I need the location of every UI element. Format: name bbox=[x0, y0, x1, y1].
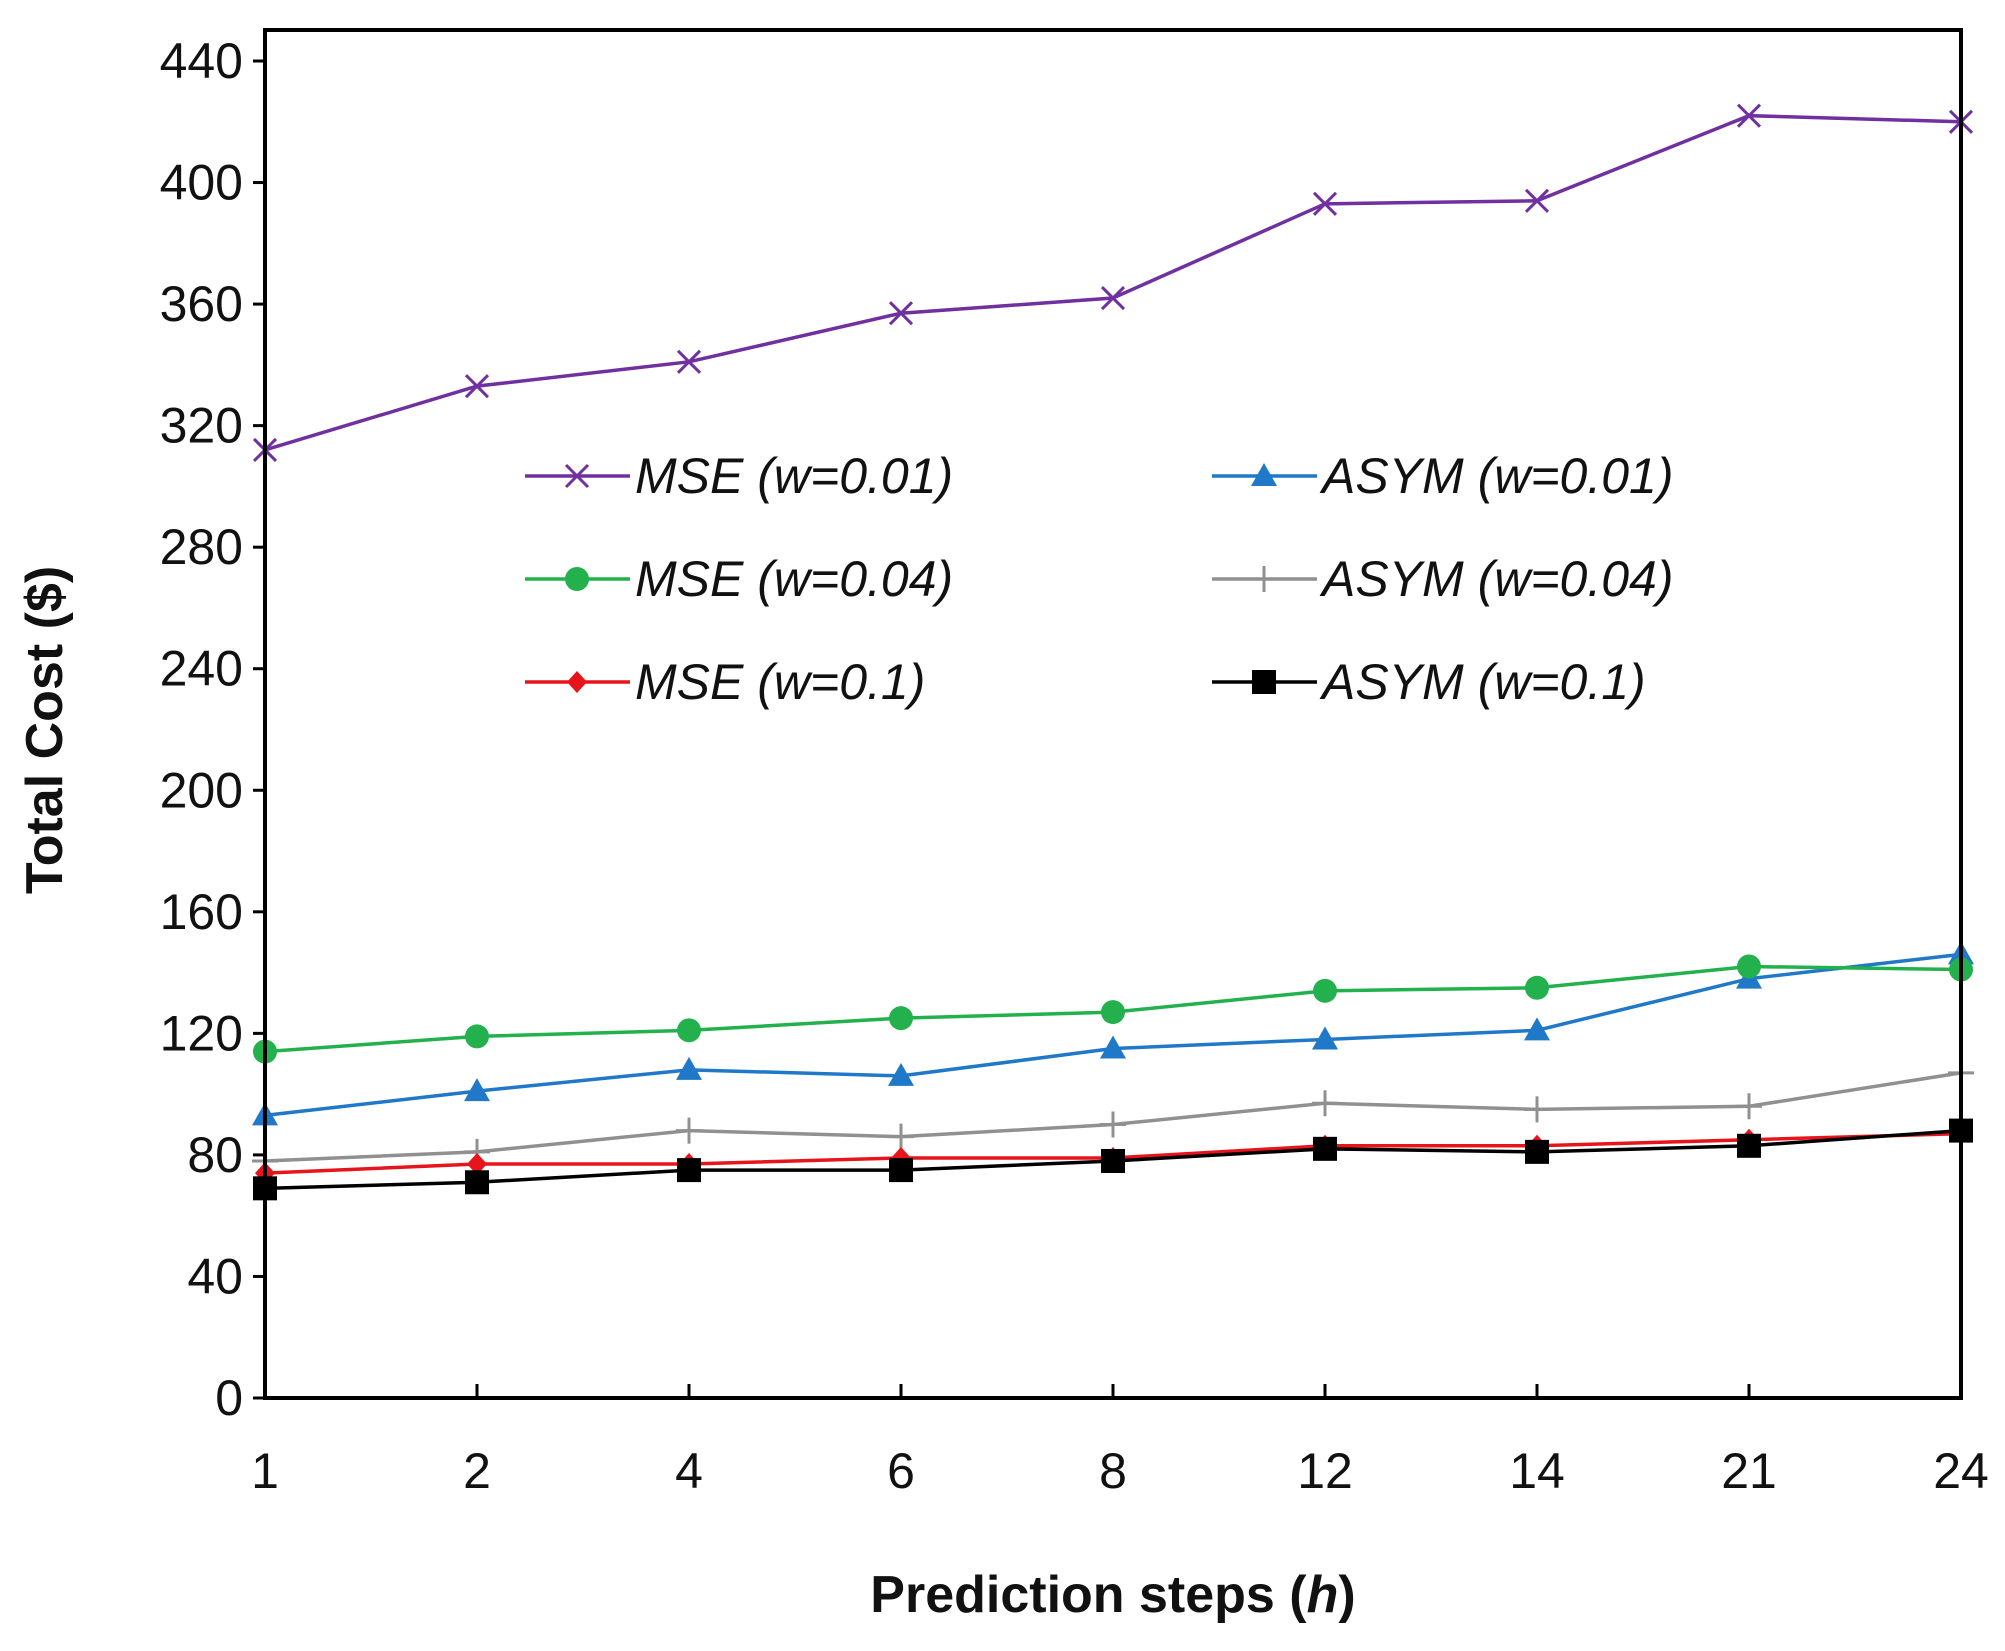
marker-diamond bbox=[467, 1153, 487, 1176]
y-tick-label: 320 bbox=[160, 398, 243, 454]
series-mse-w-0-04- bbox=[253, 954, 1973, 1064]
legend-label: ASYM (w=0.04) bbox=[1319, 551, 1674, 607]
marker-x bbox=[1736, 103, 1762, 128]
legend-label: ASYM (w=0.01) bbox=[1319, 448, 1674, 504]
legend-item: ASYM (w=0.01) bbox=[1212, 448, 1674, 504]
x-tick-label: 4 bbox=[675, 1443, 703, 1499]
y-tick-label: 280 bbox=[160, 519, 243, 575]
marker-square bbox=[1252, 670, 1276, 694]
marker-triangle bbox=[1524, 1017, 1550, 1041]
marker-circle bbox=[1737, 954, 1761, 979]
marker-plus bbox=[888, 1123, 914, 1150]
legend-item: MSE (w=0.04) bbox=[525, 551, 953, 607]
marker-circle bbox=[1525, 975, 1549, 1000]
x-tick-label: 24 bbox=[1933, 1443, 1989, 1499]
marker-x bbox=[1312, 191, 1338, 216]
y-axis-label: Total Cost ($) bbox=[16, 566, 74, 894]
marker-circle bbox=[465, 1024, 489, 1049]
y-tick-label: 240 bbox=[160, 641, 243, 697]
marker-triangle bbox=[888, 1062, 914, 1086]
marker-x bbox=[888, 301, 914, 326]
y-tick-label: 80 bbox=[187, 1127, 243, 1183]
y-tick-label: 40 bbox=[187, 1248, 243, 1304]
x-tick-label: 21 bbox=[1721, 1443, 1777, 1499]
marker-x bbox=[1524, 188, 1550, 213]
marker-triangle bbox=[676, 1056, 702, 1080]
series-line bbox=[264, 113, 1962, 452]
legend-label: ASYM (w=0.1) bbox=[1319, 654, 1646, 710]
legend-label: MSE (w=0.1) bbox=[635, 654, 925, 710]
series-asym-w-0-01- bbox=[252, 941, 1974, 1126]
y-tick-label: 400 bbox=[160, 155, 243, 211]
marker-plus bbox=[1251, 566, 1277, 592]
y-tick-label: 120 bbox=[160, 1005, 243, 1061]
marker-square bbox=[1737, 1133, 1761, 1158]
marker-plus bbox=[676, 1117, 702, 1144]
marker-square bbox=[677, 1158, 701, 1183]
marker-x bbox=[1100, 285, 1126, 311]
marker-x bbox=[464, 374, 490, 399]
marker-triangle bbox=[1251, 463, 1277, 486]
y-tick-label: 360 bbox=[160, 276, 243, 332]
marker-diamond bbox=[567, 671, 587, 693]
legend-item: MSE (w=0.01) bbox=[525, 448, 953, 504]
series-lines bbox=[252, 103, 1974, 1201]
plot-frame bbox=[263, 28, 1963, 1400]
legend-item: ASYM (w=0.04) bbox=[1212, 551, 1674, 607]
marker-square bbox=[1101, 1148, 1125, 1173]
marker-circle bbox=[677, 1018, 701, 1043]
marker-plus bbox=[1100, 1111, 1126, 1138]
series-mse-w-0-01- bbox=[252, 103, 1974, 463]
series-asym-w-0-1- bbox=[253, 1118, 1973, 1201]
y-axis-ticks: 0 40 80 120 160 200 240 280 320 360 400 440 bbox=[160, 33, 265, 1426]
legend-item: MSE (w=0.1) bbox=[525, 654, 925, 710]
marker-triangle bbox=[1312, 1026, 1338, 1050]
marker-square bbox=[1313, 1136, 1337, 1161]
legend-item: ASYM (w=0.1) bbox=[1212, 654, 1646, 710]
marker-plus bbox=[1524, 1096, 1550, 1123]
x-axis-ticks: 1 2 4 6 8 12 14 21 24 bbox=[251, 1384, 1989, 1499]
marker-triangle bbox=[1100, 1035, 1126, 1059]
x-tick-label: 6 bbox=[887, 1443, 915, 1499]
legend-label: MSE (w=0.01) bbox=[635, 448, 953, 504]
marker-circle bbox=[565, 567, 589, 591]
marker-circle bbox=[1313, 978, 1337, 1003]
marker-square bbox=[465, 1170, 489, 1195]
marker-circle bbox=[1101, 1000, 1125, 1025]
legend-label: MSE (w=0.04) bbox=[635, 551, 953, 607]
marker-plus bbox=[1736, 1093, 1762, 1120]
x-tick-label: 8 bbox=[1099, 1443, 1127, 1499]
y-tick-label: 160 bbox=[160, 884, 243, 940]
x-axis-label: Prediction steps (h) bbox=[870, 1566, 1355, 1624]
y-tick-label: 200 bbox=[160, 762, 243, 818]
y-tick-label: 0 bbox=[215, 1370, 243, 1426]
x-tick-label: 14 bbox=[1509, 1443, 1565, 1499]
x-tick-label: 1 bbox=[251, 1443, 279, 1499]
marker-square bbox=[1525, 1139, 1549, 1164]
y-tick-label: 440 bbox=[160, 33, 243, 89]
marker-circle bbox=[889, 1006, 913, 1031]
marker-plus bbox=[1312, 1090, 1338, 1117]
marker-triangle bbox=[464, 1078, 490, 1102]
x-tick-label: 2 bbox=[463, 1443, 491, 1499]
x-tick-label: 12 bbox=[1297, 1443, 1353, 1499]
marker-square bbox=[889, 1158, 913, 1183]
legend: MSE (w=0.01) ASYM (w=0.01) MSE (w=0.04) ASY… bbox=[525, 448, 1674, 710]
marker-x bbox=[676, 349, 702, 374]
marker-x bbox=[564, 463, 590, 489]
